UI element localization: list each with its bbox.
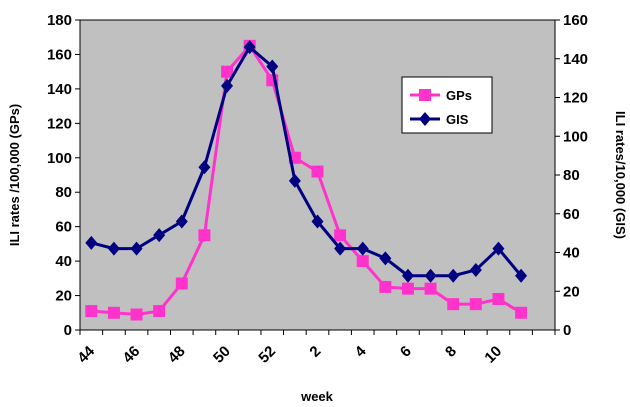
x-tick-label: 52 — [255, 343, 279, 367]
data-point-gps — [198, 229, 211, 242]
right-y-tick-label: 100 — [563, 128, 588, 145]
data-point-gis — [356, 241, 369, 256]
left-y-tick-label: 100 — [47, 150, 72, 167]
data-point-gis — [288, 173, 301, 188]
series-layer — [85, 39, 528, 321]
x-axis: 44 46 48 50 52 2 4 6 8 10 — [74, 330, 556, 367]
data-point-gps — [515, 306, 528, 319]
data-point-gps — [311, 165, 324, 178]
x-tick-label: 48 — [165, 343, 189, 367]
data-point-gis — [469, 262, 482, 277]
data-point-gps — [469, 298, 482, 311]
legend-label-gis: GIS — [446, 112, 469, 127]
data-point-gis — [515, 268, 528, 283]
data-point-gis — [311, 214, 324, 229]
left-y-tick-label: 60 — [55, 219, 72, 236]
left-y-tick-label: 20 — [55, 288, 72, 305]
data-point-gis — [243, 40, 256, 55]
data-point-gis — [266, 59, 279, 74]
data-point-gps — [130, 308, 143, 321]
right-y-tick-label: 0 — [563, 322, 571, 339]
left-y-tick-label: 180 — [47, 12, 72, 29]
data-point-gps — [447, 298, 460, 311]
data-point-gis — [401, 268, 414, 283]
data-point-gis — [130, 241, 143, 256]
left-y-tick-label: 40 — [55, 253, 72, 270]
left-y-tick-label: 160 — [47, 46, 72, 63]
data-point-gps — [107, 306, 120, 319]
x-tick-label: 10 — [481, 343, 505, 367]
data-point-gis — [424, 268, 437, 283]
legend-marker-gis — [419, 112, 431, 126]
left-y-tick-label: 0 — [64, 322, 72, 339]
right-y-axis: 0 20 40 60 80 100 120 140 160 — [555, 12, 588, 339]
left-y-tick-label: 80 — [55, 184, 72, 201]
left-y-axis: 0 20 40 60 80 100 120 140 160 180 — [47, 12, 80, 339]
data-point-gps — [334, 229, 347, 242]
right-y-tick-label: 60 — [563, 206, 580, 223]
x-tick-label: 46 — [120, 343, 144, 367]
data-point-gps — [424, 282, 437, 295]
data-point-gps — [85, 305, 98, 318]
data-point-gis — [492, 241, 505, 256]
data-point-gps — [492, 293, 505, 305]
left-y-tick-label: 120 — [47, 115, 72, 132]
x-axis-title: week — [300, 389, 334, 404]
data-point-gis — [447, 268, 460, 283]
right-y-tick-label: 160 — [563, 12, 588, 29]
legend-box — [401, 76, 493, 134]
right-y-axis-title: ILI rates/10,000 (GIS) — [613, 111, 628, 239]
data-point-gis — [221, 78, 234, 93]
data-point-gis — [107, 241, 120, 256]
right-y-tick-label: 140 — [563, 51, 588, 68]
x-tick-label: 6 — [397, 343, 415, 361]
data-point-gps — [153, 305, 166, 318]
right-y-tick-label: 120 — [563, 90, 588, 107]
x-tick-label: 2 — [306, 343, 324, 361]
data-point-gis — [198, 160, 211, 175]
left-y-axis-title: ILI rates /100,000 (GPs) — [7, 104, 22, 246]
x-tick-label: 50 — [210, 343, 234, 367]
right-y-tick-label: 20 — [563, 283, 580, 300]
data-point-gis — [379, 251, 392, 266]
data-point-gis — [153, 228, 166, 243]
x-tick-label: 8 — [442, 343, 460, 361]
data-point-gis — [85, 235, 98, 250]
right-y-tick-label: 80 — [563, 167, 580, 184]
legend: GPs GIS — [401, 76, 493, 134]
data-point-gps — [356, 255, 369, 268]
data-point-gis — [334, 241, 347, 256]
data-point-gis — [175, 214, 188, 229]
legend-marker-gps — [419, 89, 431, 101]
data-point-gps — [379, 280, 392, 293]
legend-label-gps: GPs — [446, 88, 472, 103]
data-point-gps — [401, 282, 414, 295]
data-point-gps — [221, 65, 234, 78]
right-y-tick-label: 40 — [563, 245, 580, 262]
legend-items: GPs GIS — [410, 88, 472, 127]
x-tick-label: 44 — [74, 342, 98, 366]
x-tick-label: 4 — [352, 342, 370, 360]
left-y-tick-label: 140 — [47, 81, 72, 98]
data-point-gps — [175, 277, 188, 290]
